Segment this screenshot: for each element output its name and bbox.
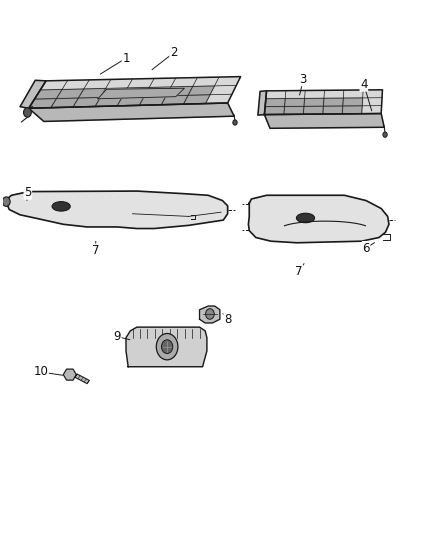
Polygon shape [98,88,184,99]
Polygon shape [35,90,62,99]
Circle shape [205,309,214,319]
Polygon shape [184,95,210,104]
Polygon shape [248,195,389,243]
Text: 3: 3 [300,73,307,86]
Circle shape [156,334,178,360]
Text: 1: 1 [122,52,130,64]
Text: 10: 10 [33,366,48,378]
Polygon shape [29,99,57,108]
Polygon shape [265,114,384,128]
Polygon shape [29,103,234,122]
Text: 4: 4 [360,78,367,91]
Polygon shape [265,107,285,115]
Polygon shape [64,369,76,380]
Circle shape [233,120,237,125]
Text: 2: 2 [170,46,177,59]
Text: 5: 5 [24,186,32,199]
Polygon shape [323,106,343,114]
Text: 8: 8 [224,313,231,326]
Polygon shape [265,90,382,115]
Polygon shape [343,98,363,106]
Polygon shape [20,80,46,108]
Text: 6: 6 [362,241,370,255]
Polygon shape [144,87,171,96]
Polygon shape [284,106,304,115]
Polygon shape [7,191,228,229]
Polygon shape [304,98,324,106]
Polygon shape [188,86,215,95]
Polygon shape [304,106,323,114]
Polygon shape [117,96,144,106]
Polygon shape [78,88,106,98]
Polygon shape [29,77,240,108]
Ellipse shape [297,213,314,223]
Polygon shape [122,87,149,97]
Text: 9: 9 [113,330,121,343]
Circle shape [383,132,387,138]
Polygon shape [342,106,362,114]
Text: 7: 7 [92,244,99,257]
Polygon shape [285,99,304,107]
Polygon shape [161,95,188,105]
Polygon shape [95,97,122,107]
Polygon shape [75,374,89,384]
Circle shape [162,340,173,353]
Ellipse shape [52,201,70,211]
Polygon shape [57,89,84,99]
Polygon shape [265,99,285,107]
Polygon shape [73,98,100,107]
Polygon shape [139,96,166,106]
Circle shape [2,197,10,206]
Polygon shape [126,327,207,367]
Polygon shape [100,88,127,98]
Polygon shape [51,98,78,108]
Polygon shape [166,86,193,96]
Polygon shape [258,91,267,115]
Polygon shape [200,306,220,323]
Circle shape [24,108,32,117]
Polygon shape [323,98,343,106]
Text: 7: 7 [295,265,303,278]
